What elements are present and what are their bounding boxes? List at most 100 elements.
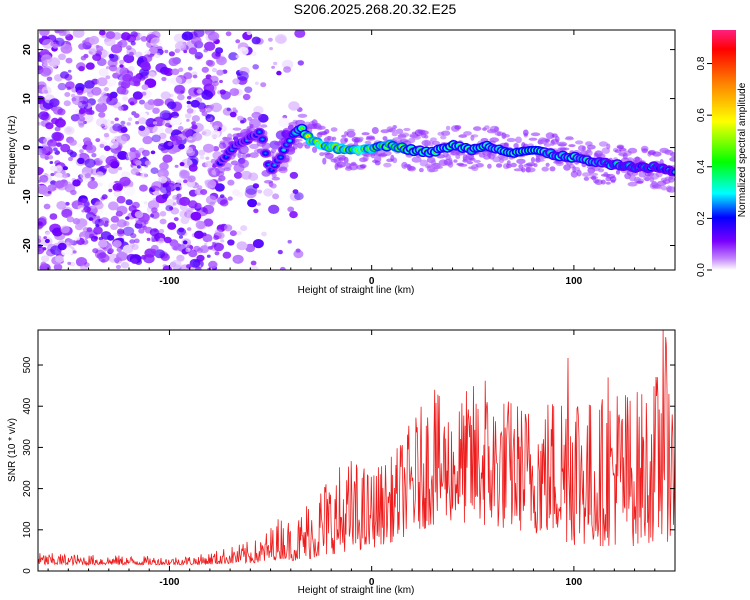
noise-blob: [233, 171, 243, 179]
noise-blob: [164, 127, 173, 134]
noise-blob: [235, 54, 240, 59]
ridge-halo: [458, 163, 468, 167]
ridge-point: [261, 138, 264, 141]
noise-blob: [129, 101, 135, 106]
ridge-halo: [365, 136, 376, 141]
noise-blob: [192, 132, 203, 141]
noise-blob: [193, 230, 204, 239]
ridge-halo: [666, 186, 675, 193]
noise-blob: [52, 227, 63, 237]
ridge-halo: [543, 143, 552, 147]
noise-blob: [136, 165, 141, 169]
ridge-halo: [669, 156, 675, 162]
noise-blob: [77, 143, 83, 148]
ridge-halo: [466, 161, 474, 165]
noise-blob: [178, 67, 184, 73]
noise-blob: [45, 122, 54, 130]
noise-blob: [125, 151, 136, 161]
noise-blob: [74, 223, 84, 231]
noise-blob: [220, 239, 225, 243]
noise-blob: [58, 53, 66, 61]
noise-blob: [60, 143, 71, 153]
noise-blob: [238, 159, 250, 169]
noise-blob: [98, 182, 103, 187]
noise-blob: [96, 45, 104, 52]
noise-blob: [171, 76, 183, 86]
noise-blob: [47, 155, 54, 160]
ridge-halo: [374, 155, 382, 163]
snr-axes: -100 0 100 0 100 200 300 400 500: [22, 330, 676, 588]
noise-blob: [238, 46, 249, 56]
noise-blob: [236, 241, 248, 251]
ridge-halo: [292, 143, 298, 150]
noise-blob: [92, 53, 102, 61]
noise-blob: [77, 157, 85, 165]
noise-blob: [293, 249, 304, 259]
ridge-halo: [525, 162, 536, 167]
noise-blob: [179, 210, 189, 219]
noise-blob: [181, 31, 194, 41]
noise-blob: [232, 78, 240, 85]
noise-blob: [125, 216, 130, 220]
ridge-halo: [636, 180, 644, 184]
noise-blob: [187, 66, 193, 71]
ridge-halo: [324, 129, 330, 134]
noise-blob: [96, 77, 108, 87]
noise-blob: [96, 215, 100, 219]
ridge-halo: [555, 161, 564, 167]
noise-blob: [159, 132, 167, 140]
noise-blob: [122, 96, 129, 101]
noise-blob: [52, 132, 64, 142]
noise-blob: [250, 260, 257, 266]
noise-blob: [248, 265, 259, 270]
noise-blob: [179, 196, 191, 206]
noise-blob: [104, 51, 110, 56]
noise-blob: [223, 224, 233, 232]
noise-blob: [191, 124, 198, 130]
ridge-halo: [516, 158, 526, 164]
noise-blob: [198, 149, 206, 156]
noise-blob: [186, 104, 192, 109]
noise-blob: [88, 217, 94, 221]
noise-blob: [53, 147, 58, 152]
ridge-halo: [396, 128, 404, 135]
noise-blob: [130, 258, 138, 264]
noise-blob: [40, 54, 53, 64]
ridge-halo: [596, 153, 606, 159]
noise-blob: [186, 264, 192, 269]
noise-blob: [176, 179, 182, 184]
noise-blob: [96, 117, 108, 128]
ridge-halo: [473, 126, 482, 131]
ridge-halo: [528, 137, 538, 141]
noise-blob: [212, 146, 220, 152]
noise-blob: [112, 240, 122, 248]
ridge-halo: [343, 156, 349, 164]
noise-blob: [67, 69, 72, 73]
ridge-halo: [445, 125, 451, 131]
noise-blob: [103, 132, 110, 138]
noise-blob: [227, 196, 233, 201]
noise-blob: [227, 179, 235, 186]
ridge-halo: [364, 140, 372, 145]
noise-blob: [86, 145, 93, 151]
snr-x-label: Height of straight line (km): [298, 585, 415, 596]
ridge-halo: [502, 134, 510, 138]
ridge-halo: [525, 167, 536, 173]
noise-blob: [76, 62, 86, 71]
ridge-halo: [518, 164, 524, 169]
noise-blob: [93, 236, 98, 240]
noise-blob: [205, 156, 210, 160]
noise-blob: [205, 179, 217, 189]
spectrogram-y-label: Frequency (Hz): [7, 116, 18, 185]
ridge-halo: [494, 131, 504, 136]
ridge-halo: [251, 111, 262, 119]
spectrogram-frame: [37, 29, 676, 271]
noise-blob: [118, 166, 123, 171]
noise-blob: [61, 208, 73, 218]
noise-blob: [43, 236, 47, 240]
noise-blob: [43, 203, 51, 210]
noise-blob: [257, 68, 263, 73]
ridge-halo: [388, 128, 397, 133]
noise-blob: [98, 68, 109, 77]
